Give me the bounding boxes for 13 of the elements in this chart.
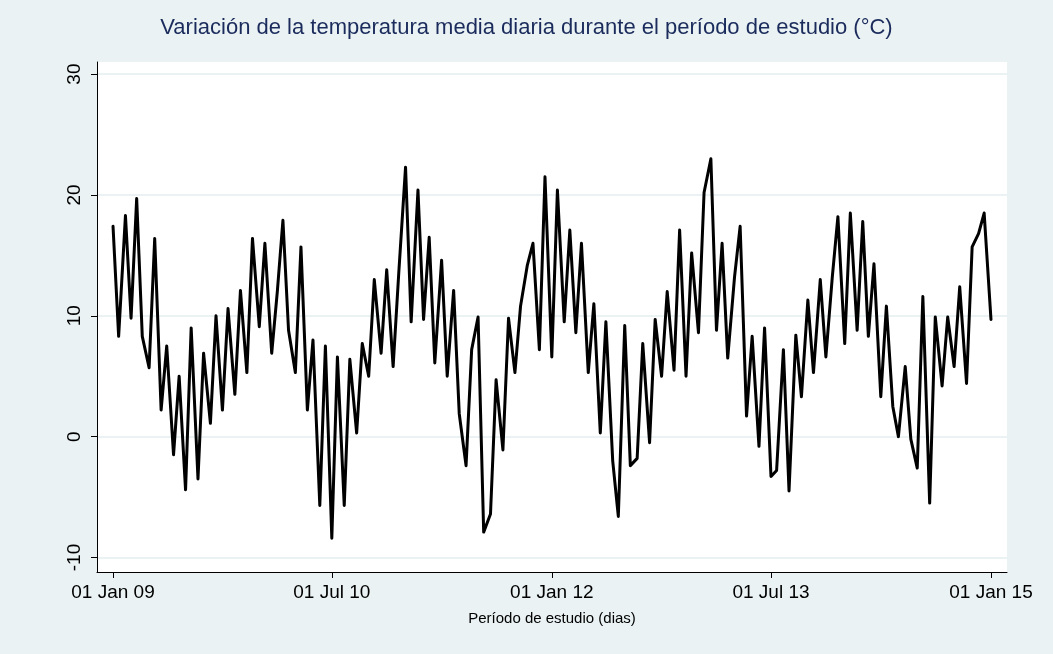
x-tick-label: 01 Jul 10 [293,581,371,602]
x-tick-label: 01 Jul 13 [732,581,810,602]
y-tick-label: 20 [63,184,84,206]
y-tick-label: 10 [63,305,84,327]
y-tick-label: 30 [63,63,84,85]
y-tick-label: 0 [63,431,84,442]
x-tick-label: 01 Jan 09 [71,581,155,602]
x-tick-label: 01 Jan 15 [949,581,1033,602]
x-tick-label: 01 Jan 12 [510,581,594,602]
x-axis-title: Período de estudio (dias) [468,609,636,626]
line-series [111,157,993,540]
y-tick-label: -10 [63,543,84,572]
chart-title: Variación de la temperatura media diaria durante el período de estudio (°C) [160,13,893,39]
